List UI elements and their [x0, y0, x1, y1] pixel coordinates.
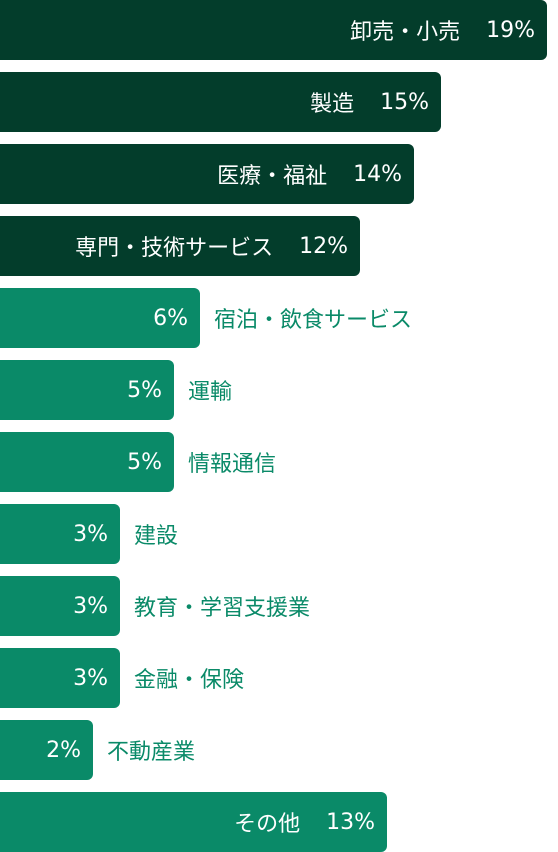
value-label: 6% — [153, 305, 188, 331]
value-label: 13% — [326, 809, 375, 835]
value-label: 14% — [353, 161, 402, 187]
category-label: 卸売・小売 — [350, 20, 461, 45]
bar-12: その他 13% — [0, 792, 387, 852]
category-label: 情報通信 — [188, 452, 277, 477]
category-label: その他 — [234, 812, 301, 837]
value-label: 3% — [73, 521, 108, 547]
value-label: 19% — [486, 17, 535, 43]
bar-7: 5% — [0, 432, 174, 492]
category-label: 金融・保険 — [134, 668, 245, 693]
value-label: 5% — [127, 449, 162, 475]
bar-5: 6% — [0, 288, 200, 348]
category-label: 教育・学習支援業 — [134, 596, 311, 621]
category-label: 建設 — [134, 524, 179, 549]
category-label: 医療・福祉 — [217, 164, 328, 189]
bar-6: 5% — [0, 360, 174, 420]
bar-3: 医療・福祉 14% — [0, 144, 414, 204]
bar-4: 専門・技術サービス 12% — [0, 216, 360, 276]
category-label: 宿泊・飲食サービス — [214, 308, 413, 333]
bar-1: 卸売・小売 19% — [0, 0, 547, 60]
value-label: 12% — [299, 233, 348, 259]
bar-11: 2% — [0, 720, 93, 780]
bar-2: 製造 15% — [0, 72, 441, 132]
category-label: 不動産業 — [107, 740, 196, 765]
value-label: 3% — [73, 665, 108, 691]
value-label: 2% — [46, 737, 81, 763]
category-label: 運輸 — [188, 380, 233, 405]
value-label: 15% — [380, 89, 429, 115]
bar-8: 3% — [0, 504, 120, 564]
category-label: 専門・技術サービス — [75, 236, 274, 261]
value-label: 5% — [127, 377, 162, 403]
category-label: 製造 — [310, 92, 355, 117]
value-label: 3% — [73, 593, 108, 619]
bar-9: 3% — [0, 576, 120, 636]
bar-10: 3% — [0, 648, 120, 708]
